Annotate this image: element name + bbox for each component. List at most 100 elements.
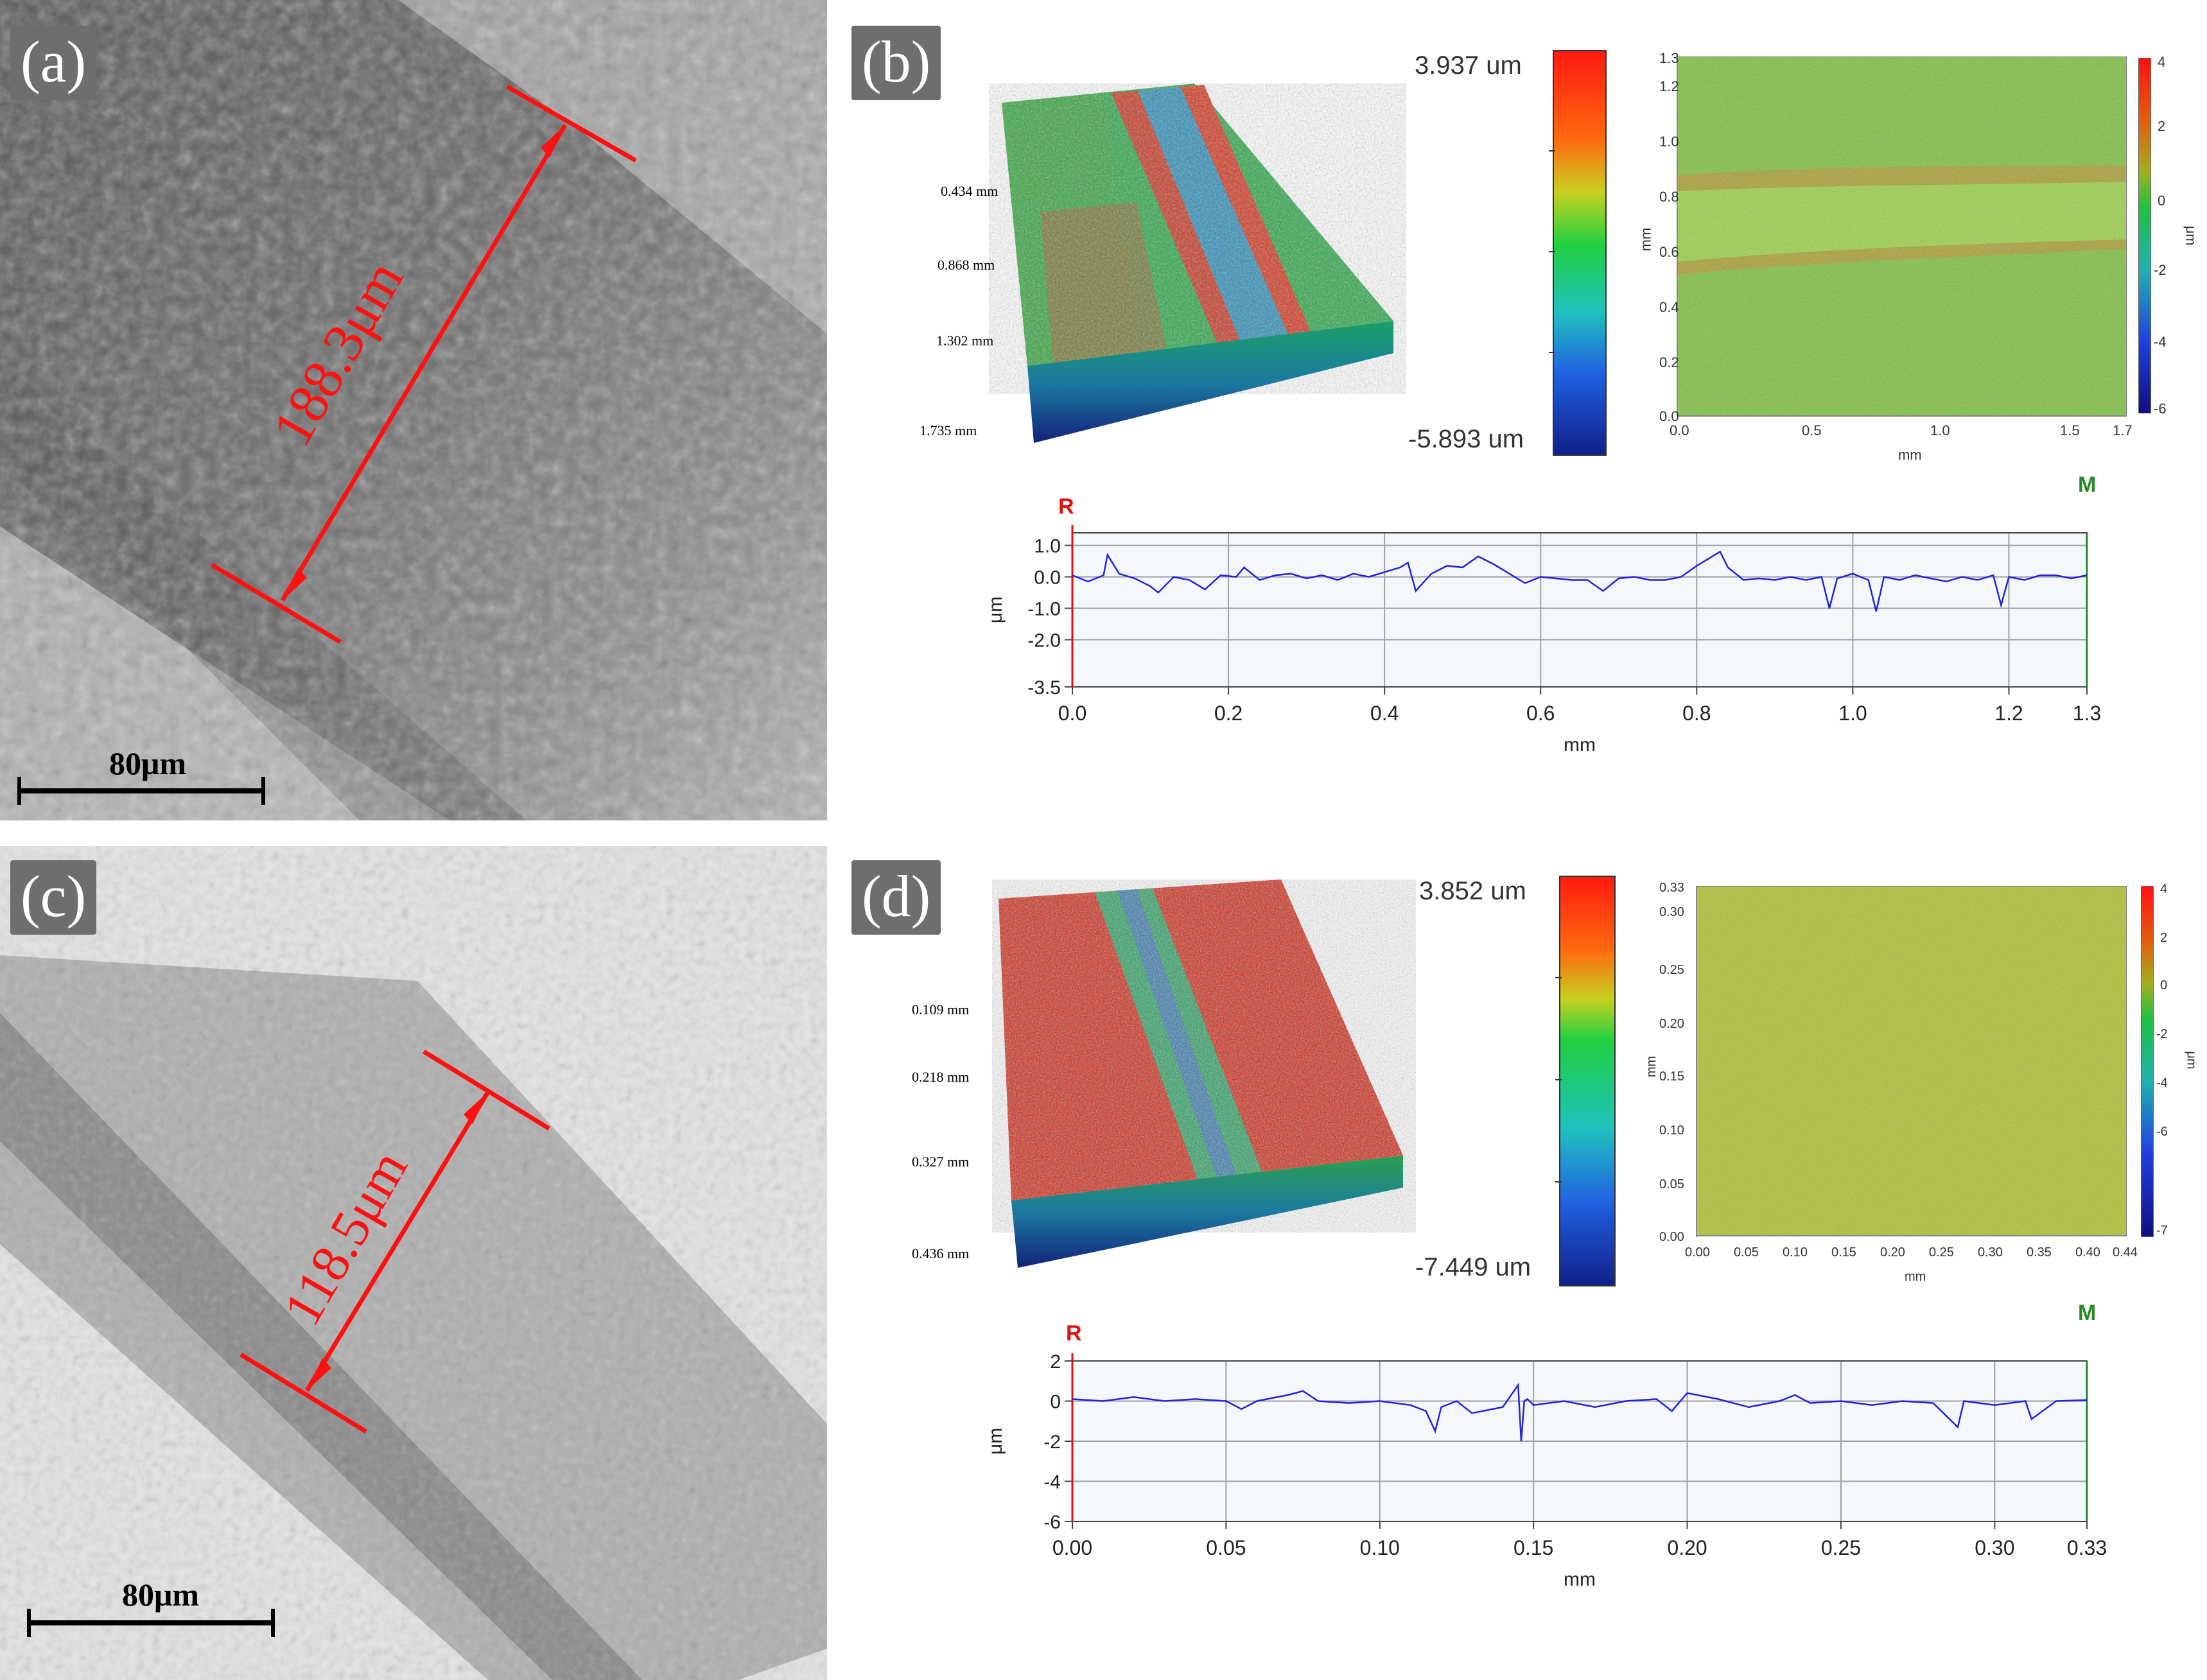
depth-label-b-2: 0.868 mm (938, 257, 995, 273)
y-tick-label: 0 (1050, 1392, 1061, 1413)
height-map-d-colorbar (2141, 886, 2154, 1237)
scale-bar-label-c: 80μm (122, 1577, 199, 1613)
y-tick-label: -2.0 (1027, 630, 1061, 652)
depth-label-d-2: 0.218 mm (912, 1069, 970, 1085)
x-tick-label: 0.30 (1975, 1536, 2014, 1559)
height-map-d-xtick: 0.35 (2027, 1245, 2052, 1260)
depth-label-b-1: 0.434 mm (941, 183, 999, 199)
plot-area (1072, 533, 2087, 687)
profile-chart-d: 0.00 0.05 0.10 0.15 0.20 0.25 0.30 0.33 2 0 -2 -4 -6… (985, 1351, 2107, 1590)
y-axis-label: μm (985, 1428, 1006, 1455)
x-tick-label: 0.20 (1667, 1536, 1707, 1559)
height-map-d-cbar-tick: 2 (2160, 931, 2168, 945)
colorbar-d (1559, 876, 1616, 1286)
height-map-d-cbar-tick: -2 (2156, 1027, 2168, 1041)
height-map-d-xtick: 0.25 (1929, 1245, 1954, 1260)
height-map-b-axes (1677, 56, 2127, 417)
y-tick-label: 1.0 (1034, 536, 1061, 557)
height-map-b (1677, 56, 2127, 416)
height-map-b-xtick: 0.5 (1802, 422, 1822, 438)
y-tick-label: -3.5 (1027, 677, 1061, 698)
y-tick-label: 0.0 (1034, 567, 1061, 589)
height-map-d-axes (1696, 886, 2127, 1237)
scale-bar-label-a: 80μm (109, 745, 186, 781)
colorbar-b-max-label: 3.937 um (1415, 51, 1522, 80)
y-tick-label: 2 (1050, 1351, 1061, 1373)
panel-label-a: (a) (10, 26, 97, 100)
height-map-b-ytick: 0.4 (1659, 299, 1679, 315)
height-map-d-cbar-tick: -6 (2156, 1125, 2168, 1139)
y-axis-label: μm (985, 596, 1006, 623)
sem-image-c (0, 846, 827, 1680)
height-map-d-ytick: 0.00 (1659, 1230, 1684, 1244)
y-tick-label: -6 (1043, 1512, 1061, 1533)
depth-label-d-3: 0.327 mm (912, 1154, 970, 1170)
height-map-d-xtick: 0.00 (1685, 1245, 1710, 1260)
height-map-b-xlabel: mm (1898, 447, 1922, 463)
x-axis-label: mm (1564, 1569, 1596, 1590)
marker-r-d: R (1066, 1321, 1082, 1346)
x-tick-label: 0.8 (1682, 702, 1711, 725)
panel-label-c: (c) (10, 860, 97, 935)
height-map-d (1697, 886, 2127, 1236)
height-map-b-ytick: 0.8 (1659, 189, 1679, 205)
height-map-b-cbar-tick: -2 (2154, 262, 2167, 278)
height-map-d-ytick: 0.20 (1659, 1017, 1684, 1031)
height-map-d-ytick: 0.30 (1659, 905, 1684, 919)
y-tick-label: -1.0 (1027, 599, 1061, 620)
depth-label-b-3: 1.302 mm (936, 333, 994, 349)
height-map-b-colorbar (2138, 58, 2151, 413)
height-map-b-xtick: 1.7 (2113, 422, 2133, 438)
height-map-b-cbar-tick: 0 (2158, 193, 2166, 209)
height-map-d-xtick: 0.30 (1978, 1245, 2003, 1260)
height-map-b-ytick: 1.0 (1659, 134, 1679, 150)
height-map-b-cbar-label: μm (2183, 225, 2199, 246)
height-map-b-ytick: 0.0 (1659, 408, 1679, 424)
colorbar-d-max-label: 3.852 um (1419, 877, 1526, 905)
height-map-d-ylabel: mm (1644, 1055, 1659, 1078)
panel-label-d: (d) (851, 860, 941, 935)
profile-series-line (1072, 550, 2088, 612)
height-map-d-xtick: 0.05 (1734, 1245, 1759, 1260)
depth-label-d-4: 0.436 mm (912, 1245, 970, 1261)
height-map-d-ytick: 0.10 (1659, 1123, 1684, 1138)
colorbar-b-ticks (1549, 150, 1555, 353)
x-tick-label: 1.2 (1994, 702, 2023, 725)
x-tick-label: 1.3 (2073, 702, 2101, 725)
surface-3d-b (1002, 83, 1393, 443)
height-map-d-ytick: 0.25 (1659, 963, 1684, 977)
x-tick-label: 1.0 (1838, 702, 1867, 725)
height-map-b-ytick: 1.3 (1659, 50, 1679, 66)
profile-chart-b: 0.0 0.2 0.4 0.6 0.8 1.0 1.2 1.3 1.0 0.0 -1.0 -2.0 -3… (985, 525, 2101, 756)
sem-image-a (0, 0, 827, 820)
depth-label-d-1: 0.109 mm (912, 1001, 970, 1018)
height-map-b-xtick: 0.0 (1670, 422, 1689, 438)
height-map-d-cbar-label: μm (2184, 1051, 2199, 1069)
height-map-d-ytick: 0.33 (1659, 881, 1684, 895)
height-map-d-xtick: 0.20 (1880, 1245, 1905, 1260)
depth-label-b-4: 1.735 mm (920, 422, 977, 438)
sem-texture-a (0, 0, 827, 820)
height-map-d-xtick: 0.44 (2113, 1245, 2138, 1260)
height-map-b-cbar-tick: -4 (2154, 334, 2167, 350)
height-map-b-ylabel: mm (1637, 227, 1654, 252)
height-map-b-xtick: 1.0 (1930, 422, 1950, 438)
x-tick-label: 0.15 (1513, 1536, 1553, 1559)
height-map-d-ytick: 0.15 (1659, 1069, 1684, 1084)
height-map-d-cbar-tick: 4 (2160, 882, 2168, 896)
height-map-b-ytick: 1.2 (1659, 78, 1679, 94)
panel-label-b: (b) (851, 26, 941, 100)
height-map-d-xlabel: mm (1905, 1270, 1926, 1284)
height-map-b-cbar-tick: -6 (2154, 401, 2167, 417)
colorbar-d-ticks (1555, 977, 1562, 1182)
height-map-b-ytick: 0.2 (1659, 354, 1679, 370)
height-map-d-cbar-tick: -4 (2156, 1076, 2168, 1090)
height-map-d-xtick: 0.40 (2075, 1245, 2100, 1260)
marker-r-b: R (1058, 494, 1074, 519)
colorbar-b (1553, 50, 1607, 456)
height-map-d-cbar-tick: 0 (2160, 978, 2168, 992)
x-tick-label: 0.6 (1526, 702, 1555, 725)
height-map-b-xtick: 1.5 (2060, 422, 2080, 438)
x-tick-label: 0.4 (1370, 702, 1399, 725)
y-tick-label: -2 (1043, 1432, 1061, 1453)
